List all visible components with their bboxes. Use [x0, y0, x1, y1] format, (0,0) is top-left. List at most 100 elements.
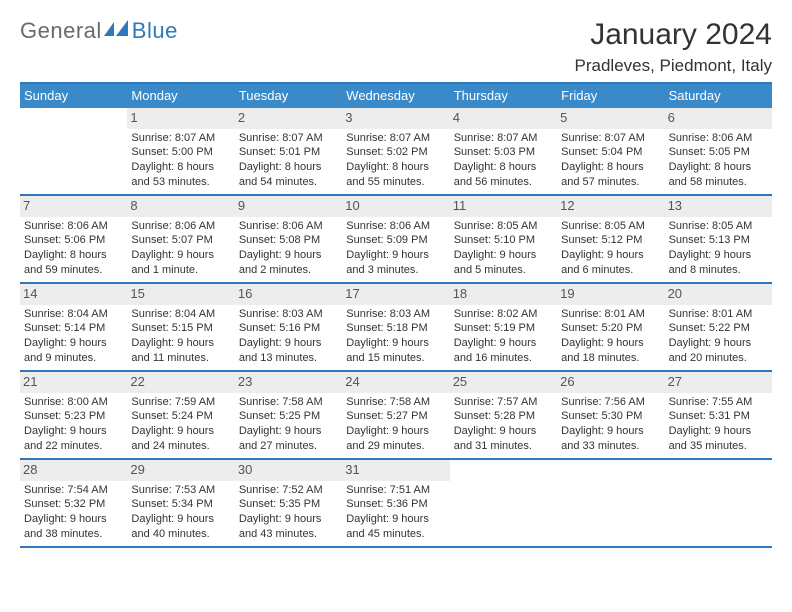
- sunrise-line: Sunrise: 7:57 AM: [454, 395, 553, 410]
- day-number: 14: [20, 284, 127, 305]
- daylight-line: Daylight: 9 hours and 5 minutes.: [454, 248, 553, 278]
- day-cell: 14Sunrise: 8:04 AMSunset: 5:14 PMDayligh…: [20, 284, 127, 370]
- daylight-line: Daylight: 9 hours and 15 minutes.: [346, 336, 445, 366]
- day-cell: 4Sunrise: 8:07 AMSunset: 5:03 PMDaylight…: [450, 108, 557, 194]
- daylight-line: Daylight: 8 hours and 59 minutes.: [24, 248, 123, 278]
- sunset-line: Sunset: 5:25 PM: [239, 409, 338, 424]
- sunset-line: Sunset: 5:30 PM: [561, 409, 660, 424]
- day-number: 27: [665, 372, 772, 393]
- day-cell: 19Sunrise: 8:01 AMSunset: 5:20 PMDayligh…: [557, 284, 664, 370]
- sunset-line: Sunset: 5:13 PM: [669, 233, 768, 248]
- day-cell: [665, 460, 772, 546]
- sunrise-line: Sunrise: 8:02 AM: [454, 307, 553, 322]
- week-row: 14Sunrise: 8:04 AMSunset: 5:14 PMDayligh…: [20, 284, 772, 372]
- sunset-line: Sunset: 5:04 PM: [561, 145, 660, 160]
- day-number: 3: [342, 108, 449, 129]
- sunset-line: Sunset: 5:20 PM: [561, 321, 660, 336]
- day-number: 2: [235, 108, 342, 129]
- sunset-line: Sunset: 5:35 PM: [239, 497, 338, 512]
- daylight-line: Daylight: 9 hours and 38 minutes.: [24, 512, 123, 542]
- day-cell: 13Sunrise: 8:05 AMSunset: 5:13 PMDayligh…: [665, 196, 772, 282]
- daylight-line: Daylight: 8 hours and 58 minutes.: [669, 160, 768, 190]
- daylight-line: Daylight: 9 hours and 8 minutes.: [669, 248, 768, 278]
- day-number: 16: [235, 284, 342, 305]
- sunrise-line: Sunrise: 8:03 AM: [239, 307, 338, 322]
- day-number: 9: [235, 196, 342, 217]
- day-number: 7: [20, 196, 127, 217]
- daylight-line: Daylight: 9 hours and 18 minutes.: [561, 336, 660, 366]
- weekday-label: Thursday: [450, 84, 557, 108]
- logo: General Blue: [20, 18, 178, 44]
- daylight-line: Daylight: 9 hours and 3 minutes.: [346, 248, 445, 278]
- daylight-line: Daylight: 9 hours and 27 minutes.: [239, 424, 338, 454]
- day-number: 30: [235, 460, 342, 481]
- sunrise-line: Sunrise: 7:51 AM: [346, 483, 445, 498]
- daylight-line: Daylight: 9 hours and 33 minutes.: [561, 424, 660, 454]
- day-number: 6: [665, 108, 772, 129]
- day-number: 4: [450, 108, 557, 129]
- day-cell: 24Sunrise: 7:58 AMSunset: 5:27 PMDayligh…: [342, 372, 449, 458]
- day-number: 19: [557, 284, 664, 305]
- daylight-line: Daylight: 9 hours and 24 minutes.: [131, 424, 230, 454]
- sunset-line: Sunset: 5:22 PM: [669, 321, 768, 336]
- sunrise-line: Sunrise: 8:04 AM: [24, 307, 123, 322]
- day-cell: 27Sunrise: 7:55 AMSunset: 5:31 PMDayligh…: [665, 372, 772, 458]
- daylight-line: Daylight: 9 hours and 43 minutes.: [239, 512, 338, 542]
- day-cell: 22Sunrise: 7:59 AMSunset: 5:24 PMDayligh…: [127, 372, 234, 458]
- weekday-label: Tuesday: [235, 84, 342, 108]
- sunrise-line: Sunrise: 7:59 AM: [131, 395, 230, 410]
- sunset-line: Sunset: 5:12 PM: [561, 233, 660, 248]
- day-cell: 31Sunrise: 7:51 AMSunset: 5:36 PMDayligh…: [342, 460, 449, 546]
- sunrise-line: Sunrise: 8:07 AM: [561, 131, 660, 146]
- sunrise-line: Sunrise: 8:06 AM: [131, 219, 230, 234]
- sunset-line: Sunset: 5:01 PM: [239, 145, 338, 160]
- weekday-header: SundayMondayTuesdayWednesdayThursdayFrid…: [20, 84, 772, 108]
- day-number: 1: [127, 108, 234, 129]
- day-cell: 30 Sunrise: 7:52 AMSunset: 5:35 PMDayligh…: [235, 460, 342, 546]
- daylight-line: Daylight: 8 hours and 54 minutes.: [239, 160, 338, 190]
- sunrise-line: Sunrise: 7:53 AM: [131, 483, 230, 498]
- day-cell: 21Sunrise: 8:00 AMSunset: 5:23 PMDayligh…: [20, 372, 127, 458]
- weeks-container: 1 Sunrise: 8:07 AM Sunset: 5:00 PM Daylight…: [20, 108, 772, 548]
- logo-text-blue: Blue: [132, 18, 178, 44]
- day-cell: 25Sunrise: 7:57 AMSunset: 5:28 PMDayligh…: [450, 372, 557, 458]
- sunset-line: Sunset: 5:32 PM: [24, 497, 123, 512]
- sunset-line: Sunset: 5:02 PM: [346, 145, 445, 160]
- weekday-label: Monday: [127, 84, 234, 108]
- day-cell: 8Sunrise: 8:06 AMSunset: 5:07 PMDaylight…: [127, 196, 234, 282]
- sunrise-line: Sunrise: 7:55 AM: [669, 395, 768, 410]
- sunset-line: Sunset: 5:23 PM: [24, 409, 123, 424]
- sunset-line: Sunset: 5:08 PM: [239, 233, 338, 248]
- title-block: January 2024: [590, 18, 772, 52]
- day-cell: 15Sunrise: 8:04 AMSunset: 5:15 PMDayligh…: [127, 284, 234, 370]
- day-cell: 2Sunrise: 8:07 AMSunset: 5:01 PMDaylight…: [235, 108, 342, 194]
- sunrise-line: Sunrise: 7:52 AM: [239, 483, 338, 498]
- sunset-line: Sunset: 5:00 PM: [131, 145, 230, 160]
- day-number: 13: [665, 196, 772, 217]
- month-title: January 2024: [590, 18, 772, 52]
- day-cell: 17Sunrise: 8:03 AMSunset: 5:18 PMDayligh…: [342, 284, 449, 370]
- sunset-line: Sunset: 5:09 PM: [346, 233, 445, 248]
- logo-sail-icon: [104, 20, 130, 36]
- daylight-line: Daylight: 9 hours and 29 minutes.: [346, 424, 445, 454]
- location-label: Pradleves, Piedmont, Italy: [20, 56, 772, 76]
- daylight-line: Daylight: 9 hours and 22 minutes.: [24, 424, 123, 454]
- sunrise-line: Sunrise: 8:06 AM: [669, 131, 768, 146]
- week-row: 21Sunrise: 8:00 AMSunset: 5:23 PMDayligh…: [20, 372, 772, 460]
- daylight-line: Daylight: 9 hours and 1 minute.: [131, 248, 230, 278]
- daylight-line: Daylight: 9 hours and 13 minutes.: [239, 336, 338, 366]
- day-number: 28: [20, 460, 127, 481]
- day-number: 31: [342, 460, 449, 481]
- daylight-line: Daylight: 9 hours and 11 minutes.: [131, 336, 230, 366]
- calendar-grid: SundayMondayTuesdayWednesdayThursdayFrid…: [20, 82, 772, 548]
- sunrise-line: Sunrise: 8:06 AM: [239, 219, 338, 234]
- daylight-line: Daylight: 9 hours and 35 minutes.: [669, 424, 768, 454]
- day-number: 22: [127, 372, 234, 393]
- day-cell: 20Sunrise: 8:01 AMSunset: 5:22 PMDayligh…: [665, 284, 772, 370]
- day-cell: 7Sunrise: 8:06 AMSunset: 5:06 PMDaylight…: [20, 196, 127, 282]
- day-number: 11: [450, 196, 557, 217]
- sunrise-line: Sunrise: 7:58 AM: [239, 395, 338, 410]
- day-number: 24: [342, 372, 449, 393]
- daylight-line: Daylight: 9 hours and 20 minutes.: [669, 336, 768, 366]
- sunrise-line: Sunrise: 8:05 AM: [561, 219, 660, 234]
